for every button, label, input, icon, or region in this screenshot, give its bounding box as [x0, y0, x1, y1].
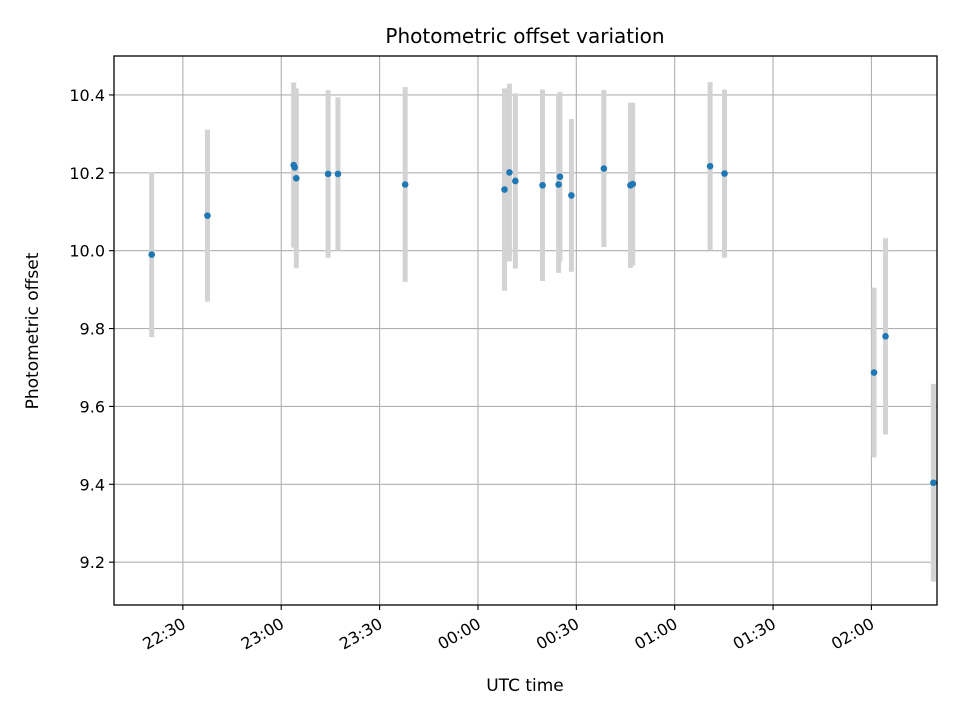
y-tick-label: 9.2 — [80, 553, 105, 572]
data-point — [506, 169, 513, 176]
data-point — [706, 162, 714, 170]
data-point — [555, 181, 562, 188]
data-point — [539, 181, 546, 189]
data-point — [882, 333, 889, 340]
y-tick-label: 9.4 — [80, 475, 105, 494]
plot-frame — [113, 55, 938, 606]
y-tick-label: 9.6 — [80, 397, 105, 416]
data-point — [512, 177, 519, 185]
data-point — [401, 181, 409, 188]
grid — [114, 56, 937, 605]
data-point — [501, 186, 508, 193]
data-point — [291, 164, 298, 171]
y-axis-label: Photometric offset — [23, 252, 43, 409]
data-point — [600, 165, 608, 172]
data-point — [334, 170, 342, 178]
data-point — [324, 170, 332, 178]
y-tick-label: 10.0 — [69, 242, 105, 261]
y-tick-label: 10.4 — [69, 86, 105, 105]
data-point — [293, 174, 300, 182]
y-tick-label: 10.2 — [69, 164, 105, 183]
y-tick-label: 9.8 — [80, 320, 105, 339]
y-axis-ticks: 9.2 9.4 9.6 9.8 10.0 10.2 10.4 — [69, 86, 114, 572]
data-point — [930, 479, 937, 487]
data-point — [568, 192, 575, 199]
data-point — [148, 251, 156, 258]
data-point — [721, 170, 728, 177]
data-point — [629, 180, 637, 188]
data-point — [870, 369, 878, 376]
data-points — [148, 161, 937, 487]
data-point — [556, 173, 564, 181]
chart-title: Photometric offset variation — [385, 24, 664, 48]
x-axis-label: UTC time — [486, 676, 564, 696]
data-point — [204, 212, 211, 219]
